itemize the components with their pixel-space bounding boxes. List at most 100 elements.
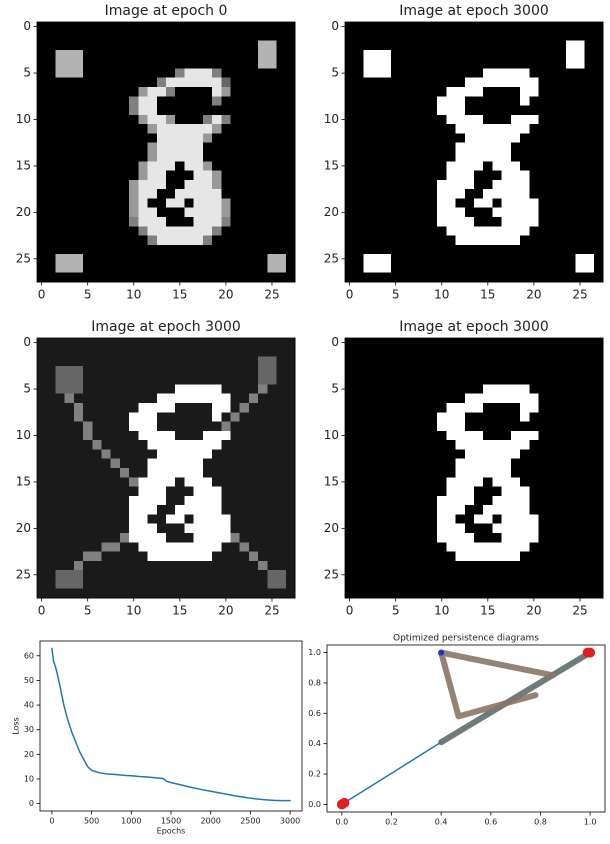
pixel	[529, 496, 539, 506]
pixel	[548, 477, 558, 487]
pixel	[410, 263, 420, 273]
pixel	[92, 217, 102, 227]
pixel	[46, 487, 56, 497]
pixel	[539, 459, 549, 469]
pixel	[175, 59, 185, 69]
pixel	[148, 347, 158, 357]
pixel	[175, 22, 185, 32]
pixel	[428, 412, 438, 422]
pixel	[286, 468, 296, 478]
pixel	[354, 338, 364, 348]
pixel	[483, 208, 493, 218]
pixel	[474, 254, 484, 264]
pixel	[566, 208, 576, 218]
pixel	[286, 273, 296, 283]
pixel	[557, 589, 567, 599]
pixel	[502, 198, 512, 208]
pixel	[231, 524, 241, 534]
pixel	[391, 384, 401, 394]
data-line	[52, 648, 290, 800]
pixel	[111, 22, 121, 32]
pixel	[157, 570, 167, 580]
pixel	[354, 524, 364, 534]
pixel	[37, 422, 47, 432]
data-point	[585, 648, 595, 658]
pixel	[456, 78, 466, 88]
pixel	[240, 273, 250, 283]
pixel	[446, 115, 456, 125]
pixel	[286, 524, 296, 534]
pixel	[65, 50, 75, 60]
pixel	[354, 422, 364, 432]
pixel	[249, 570, 259, 580]
pixel	[231, 198, 241, 208]
pixel	[258, 412, 268, 422]
pixel	[474, 412, 484, 422]
pixel	[65, 487, 75, 497]
pixel	[267, 143, 277, 153]
pixel	[566, 59, 576, 69]
pixel	[382, 41, 392, 51]
pixel	[428, 422, 438, 432]
pixel	[382, 198, 392, 208]
pixel	[520, 459, 530, 469]
pixel	[520, 217, 530, 227]
pixel	[557, 440, 567, 450]
pixel	[74, 561, 84, 571]
pixel	[456, 403, 466, 413]
pixel	[474, 143, 484, 153]
pixel	[529, 171, 539, 181]
pixel	[410, 384, 420, 394]
y-tick-label: 10	[324, 112, 339, 126]
pixel	[566, 254, 576, 264]
pixel	[175, 375, 185, 385]
pixel	[363, 431, 373, 441]
pixel	[175, 412, 185, 422]
pixel	[267, 449, 277, 459]
pixel	[184, 208, 194, 218]
pixel	[166, 505, 176, 515]
pixel	[437, 96, 447, 106]
pixel	[575, 552, 585, 562]
pixel	[373, 589, 383, 599]
pixel	[345, 254, 355, 264]
pixel	[520, 245, 530, 255]
pixel	[400, 533, 410, 543]
pixel	[363, 514, 373, 524]
y-tick-label: 5	[331, 382, 339, 396]
pixel	[120, 533, 130, 543]
pixel	[203, 431, 213, 441]
pixel	[428, 161, 438, 171]
pixel	[373, 22, 383, 32]
pixel	[437, 552, 447, 562]
pixel	[65, 366, 75, 376]
pixel	[65, 422, 75, 432]
pixel	[529, 524, 539, 534]
pixel	[465, 236, 475, 246]
pixel	[111, 496, 121, 506]
pixel	[465, 477, 475, 487]
pixel	[138, 50, 148, 60]
pixel	[221, 273, 231, 283]
pixel	[231, 403, 241, 413]
pixel	[92, 477, 102, 487]
pixel	[585, 422, 595, 432]
pixel	[138, 514, 148, 524]
pixel	[212, 384, 222, 394]
pixel	[502, 514, 512, 524]
pixel	[55, 124, 65, 134]
pixel	[363, 263, 373, 273]
pixel	[212, 124, 222, 134]
pixel	[138, 533, 148, 543]
pixel	[566, 552, 576, 562]
pixel	[129, 41, 139, 51]
pixel	[566, 161, 576, 171]
pixel	[203, 189, 213, 199]
pixel	[566, 273, 576, 283]
pixel	[391, 50, 401, 60]
pixel	[391, 579, 401, 589]
pixel	[400, 152, 410, 162]
pixel	[92, 570, 102, 580]
pixel	[594, 143, 604, 153]
pixel	[212, 245, 222, 255]
